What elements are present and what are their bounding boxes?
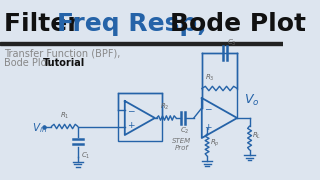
Text: $C_2$: $C_2$: [180, 126, 189, 136]
Text: $R_1$: $R_1$: [60, 110, 70, 120]
Bar: [118, 93, 162, 141]
Text: $V_o$: $V_o$: [244, 93, 260, 108]
Text: +: +: [204, 123, 212, 132]
Text: Bode Plot: Bode Plot: [170, 12, 306, 36]
Bar: [0, 0, 283, 42]
Text: $R_2$: $R_2$: [160, 102, 170, 112]
Text: Freq Resp,: Freq Resp,: [57, 12, 206, 36]
Text: Bode Plot: Bode Plot: [4, 58, 53, 68]
Text: $R_3$: $R_3$: [205, 72, 215, 82]
Text: $R_L$: $R_L$: [252, 131, 261, 141]
Text: STEM
Prof: STEM Prof: [172, 138, 191, 151]
Text: $C_3$: $C_3$: [227, 38, 236, 48]
Text: $R_p$: $R_p$: [210, 137, 220, 149]
Text: −: −: [127, 106, 135, 115]
Text: Transfer Function (BPF),: Transfer Function (BPF),: [4, 48, 120, 58]
Text: $V_{in}$: $V_{in}$: [32, 122, 47, 135]
Bar: [0, 42, 283, 44]
Text: Tutorial: Tutorial: [43, 58, 85, 68]
Text: Filter: Filter: [4, 12, 88, 36]
Text: $C_1$: $C_1$: [81, 150, 90, 161]
Text: +: +: [127, 121, 135, 130]
Text: −: −: [204, 105, 212, 114]
